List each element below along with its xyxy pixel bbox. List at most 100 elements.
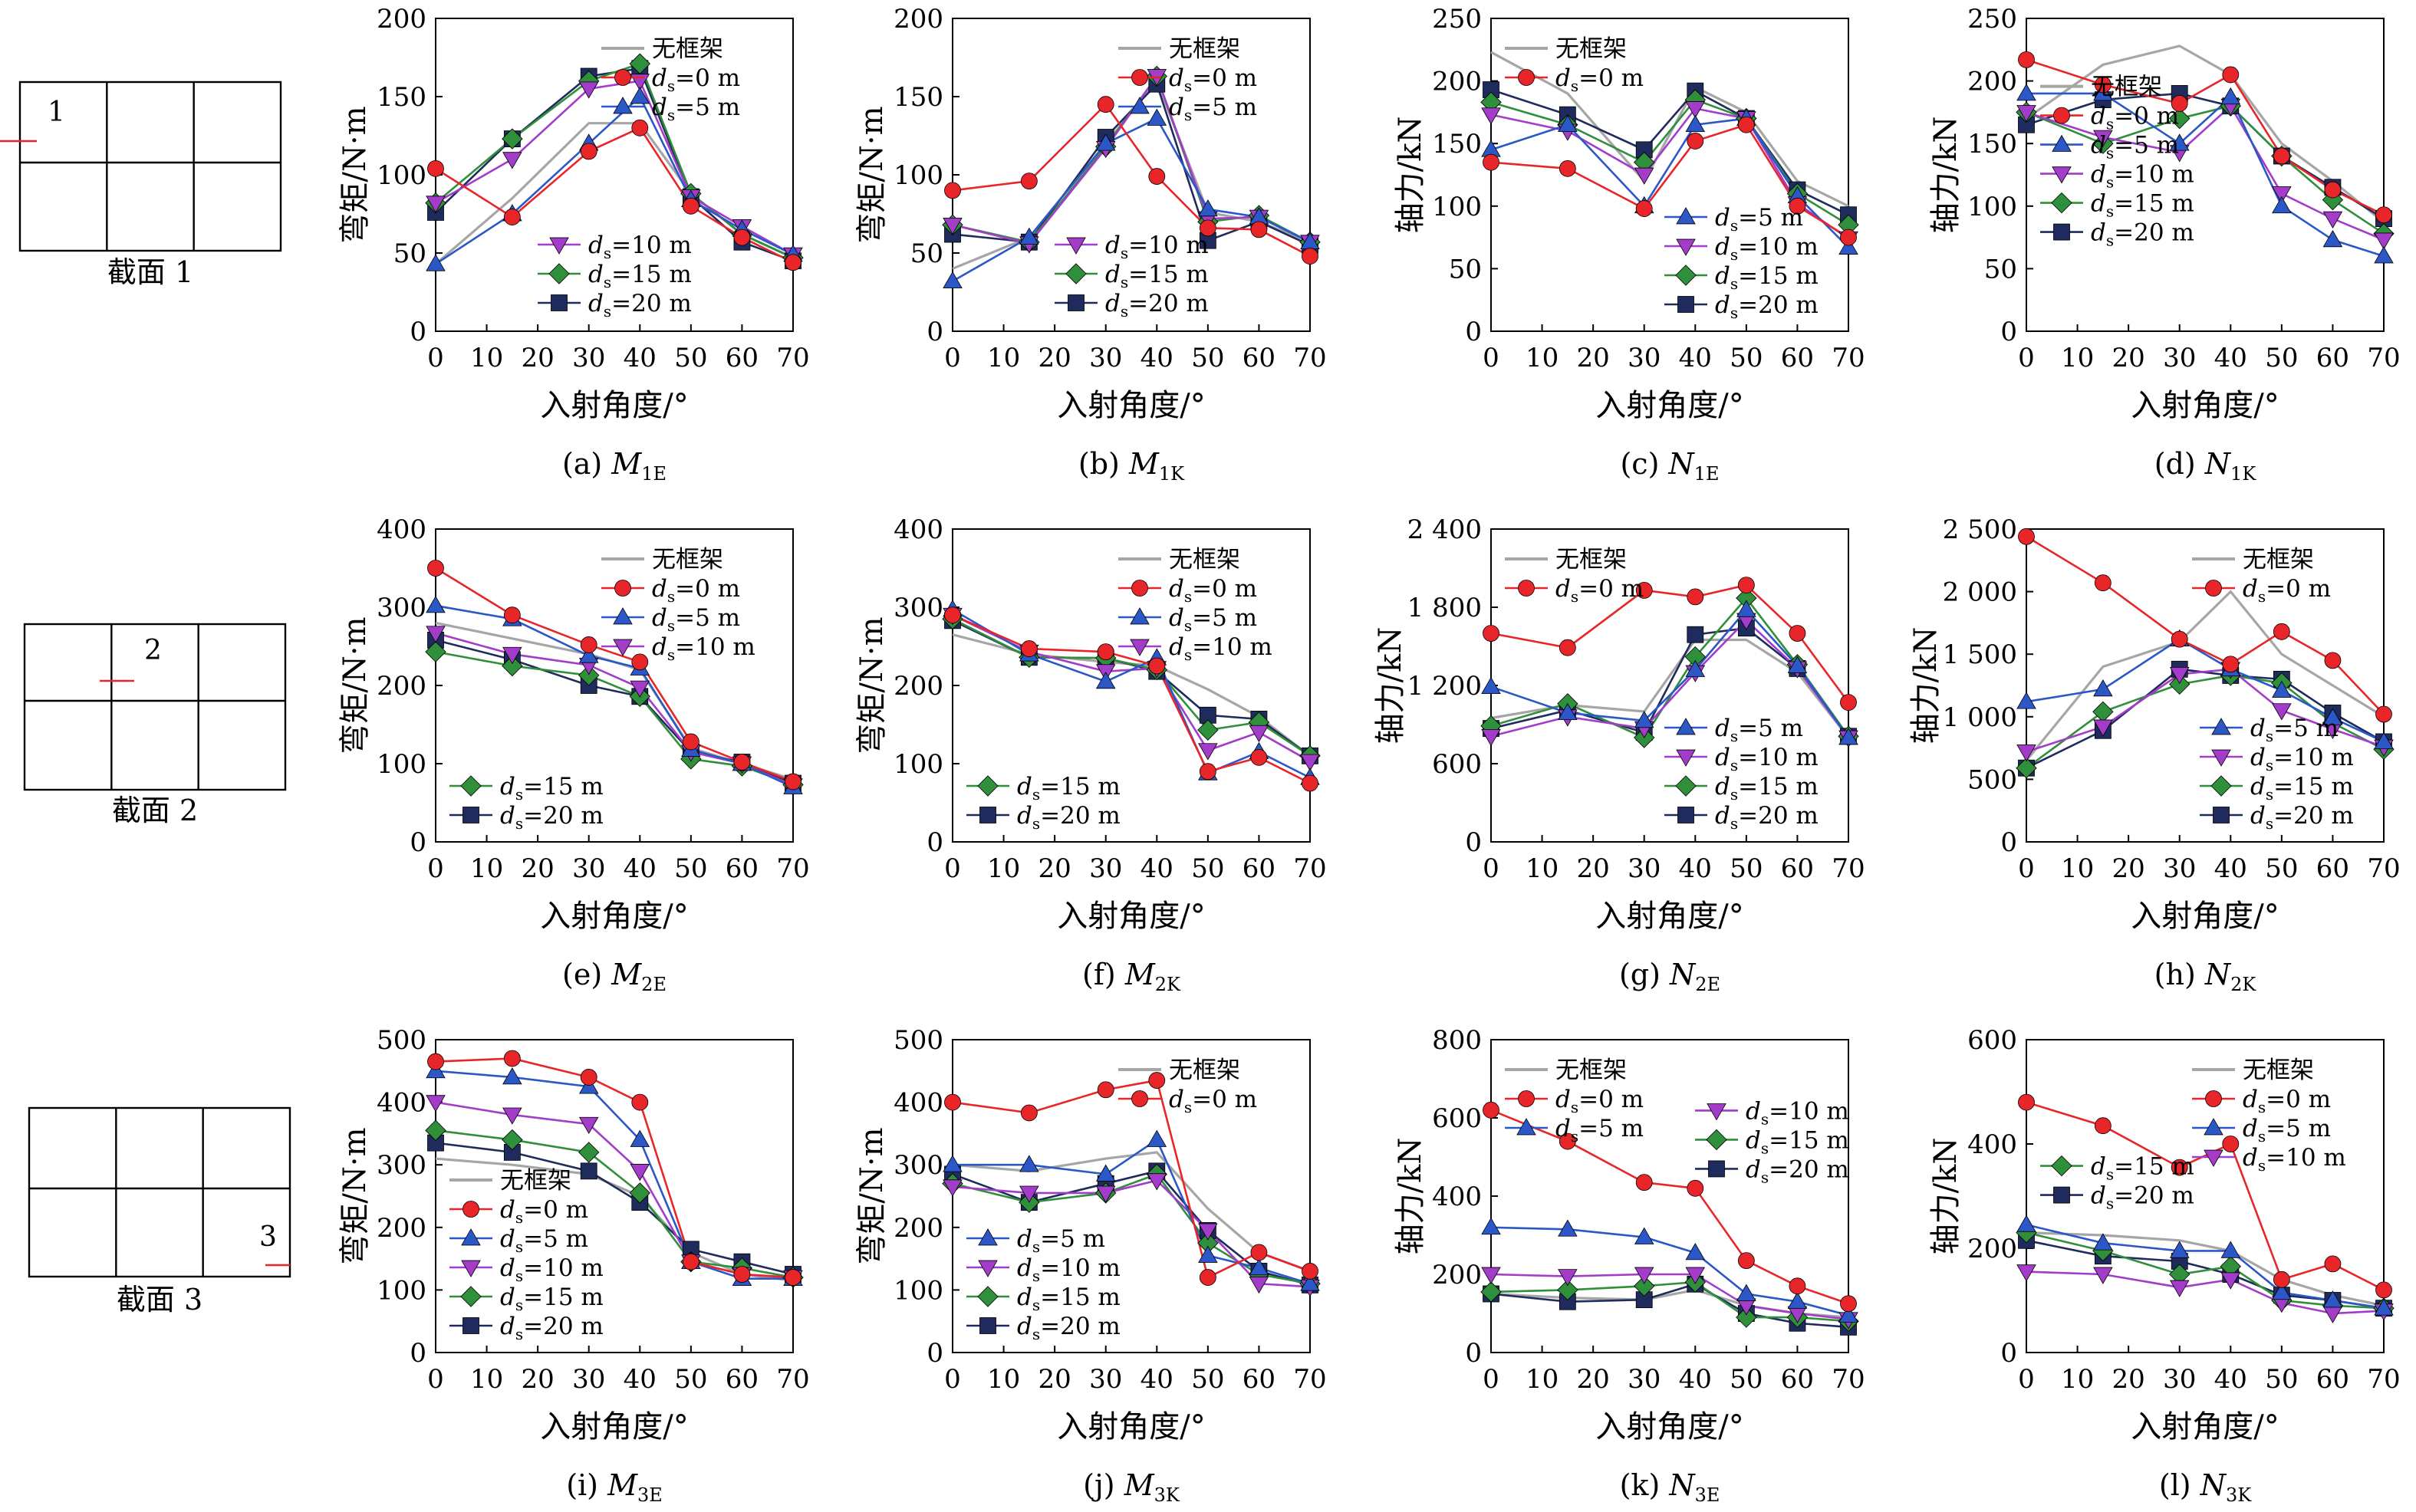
legend-label: ds=0 m — [652, 575, 740, 606]
data-point-d0 — [1097, 96, 1114, 113]
section-label: 截面 1 — [107, 255, 193, 289]
data-point-d0 — [1789, 1277, 1806, 1295]
section-frame — [18, 81, 282, 252]
x-tick-label: 70 — [1832, 853, 1865, 884]
section-number: 1 — [48, 97, 65, 128]
legend-label: 无框架 — [2091, 74, 2162, 101]
legend-label: ds=20 m — [588, 290, 692, 320]
legend-entry-d20: ds=20 m — [1664, 802, 1819, 833]
data-point-d0 — [1840, 694, 1857, 711]
y-tick-label: 50 — [1449, 254, 1482, 284]
data-point-d0 — [1840, 228, 1857, 246]
legend-label: ds=0 m — [2243, 575, 2331, 606]
y-tick-label: 100 — [1432, 192, 1482, 222]
data-point-d0 — [785, 1269, 801, 1286]
chart-k: 0 10 20 30 40 50 60 70 0 200 400 600 800 入射角度/° 轴力/kN (… — [1393, 1025, 1865, 1506]
x-tick-label: 60 — [726, 853, 759, 884]
x-tick-label: 40 — [1679, 853, 1712, 884]
x-tick-label: 70 — [2367, 343, 2400, 373]
legend-label: ds=20 m — [2091, 219, 2194, 250]
x-tick-label: 20 — [1038, 853, 1071, 884]
legend-marker — [2211, 749, 2231, 767]
y-tick-label: 600 — [1432, 1103, 1482, 1134]
legend-label: ds=15 m — [500, 773, 604, 804]
legend-entry-none: 无框架 — [2192, 1057, 2314, 1084]
data-point-d5 — [1300, 1274, 1320, 1291]
legend-marker — [1518, 1090, 1535, 1107]
x-tick-label: 20 — [1577, 853, 1610, 884]
data-point-d0 — [2273, 147, 2290, 165]
y-tick-label: 500 — [1967, 764, 2017, 795]
y-tick-label: 0 — [1465, 1338, 1482, 1369]
legend-entry-d10: ds=10 m — [601, 633, 755, 664]
y-tick-label: 0 — [2000, 317, 2017, 347]
data-point-d0 — [1148, 657, 1166, 675]
data-point-d5 — [1147, 1129, 1167, 1147]
data-point-d5 — [2322, 708, 2343, 725]
legend-entry-none: 无框架 — [1505, 546, 1627, 574]
data-point-d0 — [2375, 705, 2392, 723]
legend-label: ds=15 m — [1017, 773, 1121, 804]
y-tick-label: 200 — [377, 1213, 426, 1244]
legend-marker — [1130, 639, 1150, 656]
legend-entry-none: 无框架 — [1505, 35, 1627, 63]
data-point-d5 — [1095, 1164, 1116, 1182]
y-tick-label: 0 — [927, 827, 943, 858]
x-tick-label: 40 — [1679, 343, 1712, 373]
legend-label: ds=15 m — [1105, 261, 1209, 291]
data-point-d10 — [2322, 1306, 2343, 1323]
data-point-d0 — [1737, 1252, 1755, 1270]
legend-marker — [613, 607, 633, 625]
legend-marker — [1706, 1129, 1727, 1151]
data-point-d10 — [1249, 725, 1269, 743]
y-tick-label: 200 — [894, 1213, 943, 1244]
data-point-d5 — [2374, 246, 2394, 264]
y-axis-title: 弯矩/N·m — [854, 616, 890, 754]
y-tick-label: 150 — [377, 82, 426, 113]
data-point-d15 — [1197, 719, 1219, 741]
x-tick-label: 40 — [624, 853, 657, 884]
data-point-d15 — [425, 641, 446, 662]
plot-frame — [435, 1039, 794, 1353]
y-tick-label: 500 — [377, 1025, 426, 1056]
data-point-d0 — [2094, 1117, 2112, 1135]
y-tick-label: 100 — [377, 160, 426, 191]
panel-caption: (f) M2K — [1082, 958, 1181, 995]
data-point-d10 — [943, 1179, 963, 1197]
x-tick-label: 20 — [1038, 1364, 1071, 1395]
legend-marker — [613, 97, 633, 114]
x-tick-label: 70 — [1293, 1364, 1326, 1395]
data-point-d5 — [2169, 133, 2190, 151]
y-tick-label: 0 — [410, 827, 426, 858]
y-tick-label: 2 400 — [1407, 514, 1482, 545]
legend-entry-d0: ds=0 m — [2192, 1086, 2331, 1116]
y-tick-label: 400 — [377, 514, 426, 545]
data-point-d0 — [1737, 577, 1755, 593]
legend-entry-d20: ds=20 m — [966, 802, 1121, 833]
legend-entry-d10: ds=10 m — [1695, 1097, 1849, 1128]
section-2-schematic: 2 截面 2 — [23, 623, 287, 827]
x-tick-label: 10 — [2061, 343, 2094, 373]
data-point-d10 — [630, 1164, 650, 1182]
legend-label: 无框架 — [1169, 35, 1240, 63]
x-tick-label: 30 — [2163, 343, 2196, 373]
data-point-d0 — [2324, 1255, 2342, 1273]
legend-marker — [460, 775, 482, 797]
legend-label: ds=20 m — [1715, 291, 1819, 322]
legend-marker — [979, 1317, 996, 1334]
data-point-d5 — [1558, 1219, 1578, 1237]
legend-marker — [2204, 1118, 2223, 1136]
x-tick-label: 70 — [2367, 853, 2400, 884]
x-tick-label: 40 — [2214, 853, 2247, 884]
x-tick-label: 60 — [2316, 853, 2349, 884]
legend-entry-d15: ds=15 m — [2040, 190, 2194, 221]
section-frame — [28, 1106, 291, 1278]
data-point-d15 — [1480, 1281, 1502, 1303]
data-point-d5 — [1634, 711, 1654, 728]
y-tick-label: 300 — [894, 593, 943, 623]
data-point-d5 — [1685, 114, 1706, 133]
x-tick-label: 70 — [1293, 853, 1326, 884]
legend-label: ds=5 m — [1017, 1225, 1105, 1256]
data-point-d0 — [1148, 168, 1166, 185]
data-point-d0 — [503, 209, 521, 225]
